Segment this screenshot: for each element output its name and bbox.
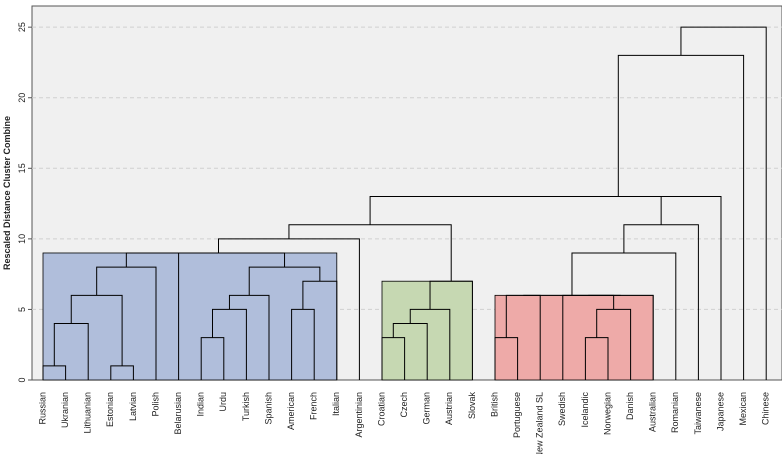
link-m17 <box>409 308 451 380</box>
link-m19 <box>288 224 452 282</box>
leaf-label: Australian <box>648 392 658 432</box>
leaf-label: Japanese <box>715 392 725 431</box>
link-m10 <box>291 308 315 380</box>
leaf-label: New Zealand SL <box>535 392 545 454</box>
leaf-label: British <box>489 392 499 417</box>
y-axis-label: Rescaled Distance Cluster Combine <box>2 116 12 270</box>
leaf-label: Spanish <box>263 392 273 425</box>
leaf-label: Norwegian <box>602 392 612 435</box>
link-m9 <box>228 294 270 380</box>
leaf-label: Lithuanian <box>83 392 93 434</box>
cluster-red <box>494 294 654 381</box>
leaf-label: Icelandic <box>580 392 590 428</box>
y-tick-label: 25 <box>17 22 27 32</box>
leaf-label: Austrian <box>444 392 454 425</box>
leaf-label: Mexican <box>738 392 748 426</box>
leaf-label: Polish <box>150 392 160 417</box>
leaf-label: Argentinian <box>354 392 364 438</box>
leaf-label: Latvian <box>128 392 138 421</box>
y-tick-label: 10 <box>17 234 27 244</box>
leaf-label: Danish <box>625 392 635 420</box>
link-m30 <box>515 196 722 380</box>
leaf-label: American <box>286 392 296 430</box>
link-m11 <box>302 280 338 380</box>
leaf-label: Estonian <box>105 392 115 427</box>
dendrogram-links <box>42 26 767 380</box>
y-tick-label: 15 <box>17 163 27 173</box>
cluster-blue <box>42 252 338 381</box>
y-tick-label: 20 <box>17 93 27 103</box>
leaf-label: Turkish <box>241 392 251 421</box>
link-m23 <box>596 308 632 380</box>
y-tick-label: 5 <box>17 307 27 312</box>
link-m28 <box>623 224 699 380</box>
link-m13 <box>152 252 286 268</box>
link-m32 <box>680 26 767 380</box>
link-m29 <box>369 196 662 225</box>
link-m14 <box>218 238 360 380</box>
leaf-label: Swedish <box>557 392 567 426</box>
leaf-label: Ukranian <box>60 392 70 428</box>
y-tick-label: 0 <box>17 377 27 382</box>
leaf-label: Italian <box>331 392 341 416</box>
leaf-label: Romanian <box>670 392 680 433</box>
leaf-label: Urdu <box>218 392 228 412</box>
leaf-label: Slovak <box>467 392 477 420</box>
leaf-label: Croatian <box>376 392 386 426</box>
leaf-labels: Russian Ukranian Lithuanian Estonian Latvian… <box>37 392 770 454</box>
link-m8 <box>212 308 247 380</box>
link-m18 <box>429 280 473 380</box>
leaf-label: Chinese <box>761 392 771 425</box>
leaf-label: Belarusian <box>173 392 183 435</box>
leaf-label: Russian <box>37 392 47 425</box>
leaf-label: Czech <box>399 392 409 418</box>
y-axis: 0 5 10 15 20 25 <box>17 22 32 383</box>
link-m3 <box>110 365 134 380</box>
leaf-label: German <box>422 392 432 425</box>
leaf-label: Portuguese <box>512 392 522 438</box>
leaf-label: Indian <box>196 392 206 417</box>
leaf-label: French <box>309 392 319 420</box>
link-m4 <box>70 294 123 366</box>
link-m1 <box>42 365 67 380</box>
leaf-label: Taiwanese <box>693 392 703 435</box>
